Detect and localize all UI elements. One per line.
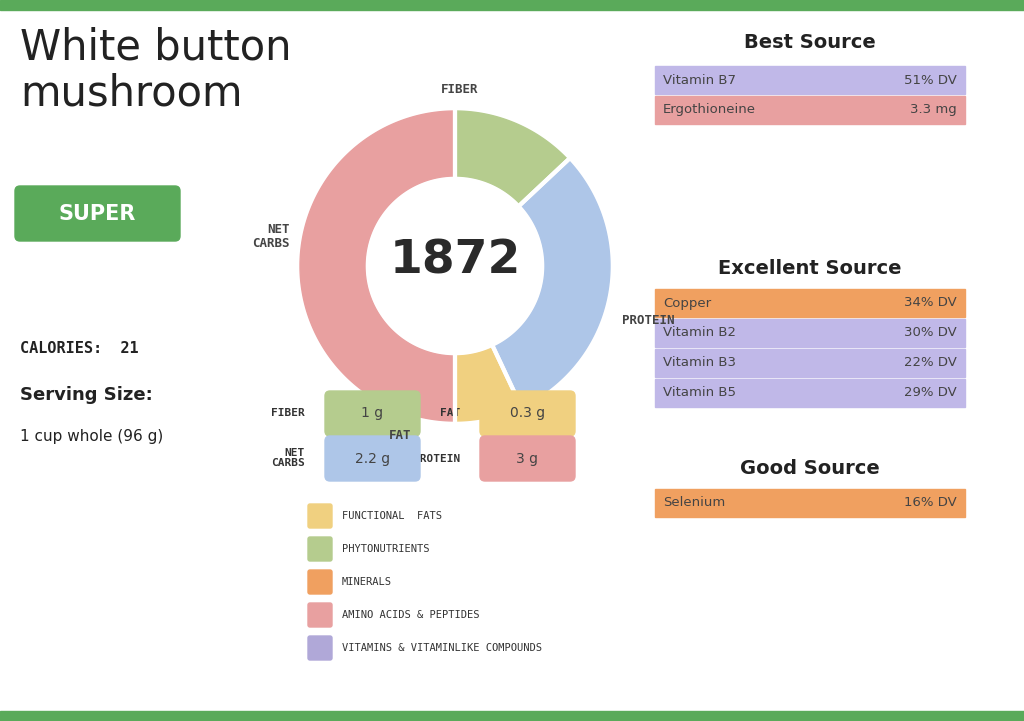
Text: Ergothioneine: Ergothioneine	[663, 104, 756, 117]
Bar	[0, 711, 1024, 721]
Text: 16% DV: 16% DV	[904, 497, 957, 510]
Text: FUNCTIONAL  FATS: FUNCTIONAL FATS	[342, 511, 442, 521]
Text: PHYTONUTRIENTS: PHYTONUTRIENTS	[342, 544, 429, 554]
FancyBboxPatch shape	[325, 436, 420, 481]
FancyBboxPatch shape	[655, 96, 965, 124]
FancyBboxPatch shape	[655, 319, 965, 347]
Text: VITAMINS & VITAMINLIKE COMPOUNDS: VITAMINS & VITAMINLIKE COMPOUNDS	[342, 643, 542, 653]
Text: White button
mushroom: White button mushroom	[20, 26, 292, 115]
FancyBboxPatch shape	[655, 66, 965, 94]
Text: FAT: FAT	[439, 409, 460, 418]
FancyBboxPatch shape	[15, 186, 180, 241]
FancyBboxPatch shape	[308, 504, 332, 528]
Text: 22% DV: 22% DV	[904, 356, 957, 369]
FancyBboxPatch shape	[308, 636, 332, 660]
Text: FIBER: FIBER	[271, 409, 305, 418]
Text: Excellent Source: Excellent Source	[718, 259, 902, 278]
Polygon shape	[455, 348, 521, 421]
Text: 0.3 g: 0.3 g	[510, 407, 545, 420]
FancyBboxPatch shape	[308, 603, 332, 627]
FancyBboxPatch shape	[480, 391, 575, 436]
Text: NET
CARBS: NET CARBS	[253, 223, 290, 249]
Text: 2.2 g: 2.2 g	[355, 451, 390, 466]
Text: 1 cup whole (96 g): 1 cup whole (96 g)	[20, 429, 163, 444]
Polygon shape	[300, 111, 455, 421]
Text: Selenium: Selenium	[663, 497, 725, 510]
Text: Copper: Copper	[663, 296, 711, 309]
FancyBboxPatch shape	[655, 349, 965, 377]
Text: Good Source: Good Source	[740, 459, 880, 478]
Text: MINERALS: MINERALS	[342, 577, 392, 587]
Text: 29% DV: 29% DV	[904, 386, 957, 399]
Text: 3.3 mg: 3.3 mg	[910, 104, 957, 117]
FancyBboxPatch shape	[325, 391, 420, 436]
Text: Vitamin B7: Vitamin B7	[663, 74, 736, 87]
Circle shape	[367, 178, 543, 354]
Polygon shape	[455, 111, 568, 204]
Text: 51% DV: 51% DV	[904, 74, 957, 87]
Text: PROTEIN: PROTEIN	[622, 314, 675, 327]
FancyBboxPatch shape	[655, 489, 965, 517]
FancyBboxPatch shape	[480, 436, 575, 481]
Polygon shape	[494, 160, 610, 406]
Text: Vitamin B5: Vitamin B5	[663, 386, 736, 399]
Text: Best Source: Best Source	[744, 33, 876, 52]
Text: SUPER: SUPER	[58, 203, 136, 224]
Text: FIBER: FIBER	[441, 83, 479, 96]
Text: 1872: 1872	[389, 239, 520, 283]
Text: PROTEIN: PROTEIN	[413, 454, 460, 464]
Text: NET
CARBS: NET CARBS	[271, 448, 305, 469]
FancyBboxPatch shape	[655, 379, 965, 407]
Text: Vitamin B3: Vitamin B3	[663, 356, 736, 369]
Text: Serving Size:: Serving Size:	[20, 386, 153, 404]
Text: 30% DV: 30% DV	[904, 327, 957, 340]
Bar	[0, 0, 1024, 10]
Text: 1 g: 1 g	[361, 407, 384, 420]
FancyBboxPatch shape	[308, 537, 332, 561]
Text: CALORIES:  21: CALORIES: 21	[20, 341, 138, 356]
FancyBboxPatch shape	[308, 570, 332, 594]
Text: Vitamin B2: Vitamin B2	[663, 327, 736, 340]
Text: FAT: FAT	[389, 429, 412, 442]
FancyBboxPatch shape	[655, 289, 965, 317]
Text: AMINO ACIDS & PEPTIDES: AMINO ACIDS & PEPTIDES	[342, 610, 479, 620]
Text: 3 g: 3 g	[516, 451, 539, 466]
Text: 34% DV: 34% DV	[904, 296, 957, 309]
